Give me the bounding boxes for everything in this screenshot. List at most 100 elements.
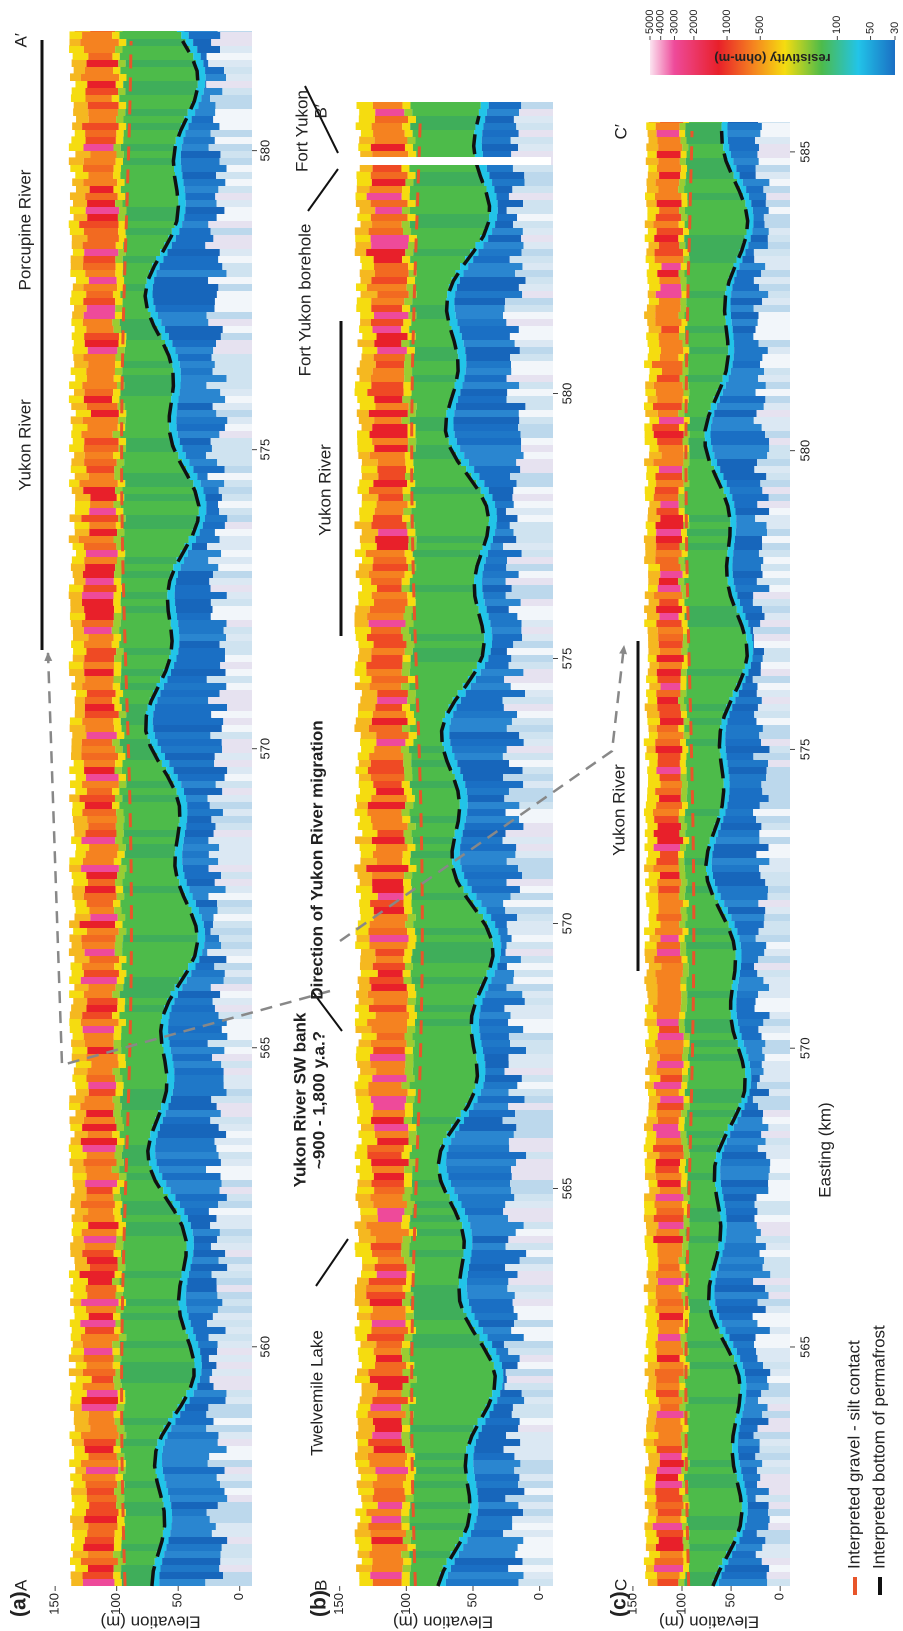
resistivity-cell — [176, 409, 217, 417]
resistivity-cell — [483, 913, 492, 921]
resistivity-cell — [366, 1291, 406, 1299]
resistivity-cell — [86, 1389, 118, 1397]
resistivity-cell — [72, 1340, 83, 1348]
resistivity-cell — [757, 1354, 791, 1362]
resistivity-cell — [402, 122, 411, 130]
resistivity-cell — [659, 773, 681, 781]
resistivity-cell — [466, 465, 475, 473]
resistivity-cell — [723, 815, 757, 823]
resistivity-cell — [402, 185, 411, 193]
resistivity-cell — [488, 102, 522, 109]
resistivity-cell — [689, 1368, 739, 1376]
resistivity-cell — [684, 1088, 744, 1096]
resistivity-cell — [741, 955, 759, 963]
resistivity-cell — [656, 374, 680, 382]
resistivity-cell — [165, 1109, 221, 1117]
resistivity-cell — [521, 626, 554, 634]
resistivity-cell — [166, 1480, 221, 1488]
resistivity-cell — [647, 990, 658, 998]
resistivity-cell — [184, 1403, 209, 1411]
resistivity-cell — [476, 598, 485, 606]
resistivity-cell — [681, 1137, 688, 1145]
resistivity-cell — [369, 1550, 402, 1558]
resistivity-cell — [194, 1354, 202, 1362]
resistivity-cell — [683, 1032, 690, 1040]
resistivity-cell — [678, 486, 685, 494]
resistivity-cell — [119, 955, 127, 963]
resistivity-cell — [506, 206, 554, 214]
resistivity-cell — [215, 1522, 253, 1530]
resistivity-cell — [727, 549, 734, 557]
resistivity-cell — [644, 864, 654, 872]
resistivity-cell — [469, 1508, 478, 1516]
resistivity-cell — [71, 234, 88, 242]
resistivity-cell — [154, 1172, 163, 1180]
resistivity-cell — [644, 1354, 657, 1362]
resistivity-cell — [404, 143, 413, 151]
resistivity-cell — [645, 549, 656, 557]
resistivity-cell — [362, 332, 377, 340]
resistivity-cell — [113, 325, 122, 333]
resistivity-cell — [649, 367, 662, 375]
resistivity-cell — [511, 1410, 553, 1418]
resistivity-cell — [81, 934, 116, 942]
resistivity-cell — [658, 640, 683, 648]
resistivity-cell — [79, 794, 115, 802]
resistivity-cell — [126, 444, 176, 452]
resistivity-cell — [756, 1347, 791, 1355]
resistivity-cell — [69, 479, 80, 487]
resistivity-cell — [682, 367, 689, 375]
resistivity-cell — [370, 1312, 406, 1320]
resistivity-cell — [161, 318, 209, 326]
resistivity-cell — [502, 696, 553, 704]
resistivity-cell — [157, 1438, 165, 1446]
resistivity-cell — [189, 458, 218, 466]
resistivity-cell — [406, 1200, 415, 1208]
resistivity-cell — [743, 1403, 768, 1411]
resistivity-cell — [678, 1578, 685, 1586]
resistivity-cell — [403, 759, 412, 767]
resistivity-cell — [376, 1389, 402, 1397]
resistivity-cell — [473, 1039, 482, 1047]
resistivity-cell — [157, 311, 207, 319]
resistivity-cell — [83, 1543, 114, 1551]
resistivity-cell — [218, 1200, 253, 1208]
resistivity-cell — [359, 878, 373, 886]
resistivity-cell — [72, 1179, 86, 1187]
resistivity-cell — [85, 129, 117, 137]
resistivity-cell — [403, 493, 412, 501]
resistivity-cell — [87, 1130, 113, 1138]
resistivity-cell — [742, 1053, 749, 1061]
resistivity-cell — [373, 479, 408, 487]
resistivity-cell — [69, 1116, 84, 1124]
resistivity-cell — [473, 1452, 515, 1460]
resistivity-cell — [402, 815, 411, 823]
resistivity-cell — [646, 857, 657, 865]
resistivity-cell — [761, 1389, 790, 1397]
resistivity-cell — [71, 1487, 87, 1495]
resistivity-cell — [508, 661, 554, 669]
resistivity-cell — [767, 528, 790, 536]
resistivity-cell — [402, 703, 411, 711]
resistivity-cell — [726, 1228, 761, 1236]
resistivity-cell — [377, 689, 408, 697]
resistivity-cell — [761, 738, 791, 746]
resistivity-cell — [647, 318, 656, 326]
resistivity-cell — [113, 1354, 122, 1362]
resistivity-cell — [150, 311, 158, 319]
resistivity-cell — [511, 717, 553, 725]
resistivity-cell — [193, 1326, 226, 1334]
resistivity-cell — [496, 521, 510, 529]
resistivity-cell — [765, 381, 790, 389]
resistivity-cell — [446, 430, 455, 438]
resistivity-cell — [119, 206, 127, 214]
resistivity-cell — [82, 591, 114, 599]
resistivity-cell — [84, 451, 114, 459]
resistivity-cell — [474, 1473, 520, 1481]
resistivity-cell — [503, 311, 553, 319]
resistivity-cell — [459, 801, 468, 809]
resistivity-cell — [73, 1291, 88, 1299]
resistivity-cell — [524, 1487, 553, 1495]
resistivity-cell — [647, 1396, 659, 1404]
resistivity-cell — [647, 507, 657, 515]
